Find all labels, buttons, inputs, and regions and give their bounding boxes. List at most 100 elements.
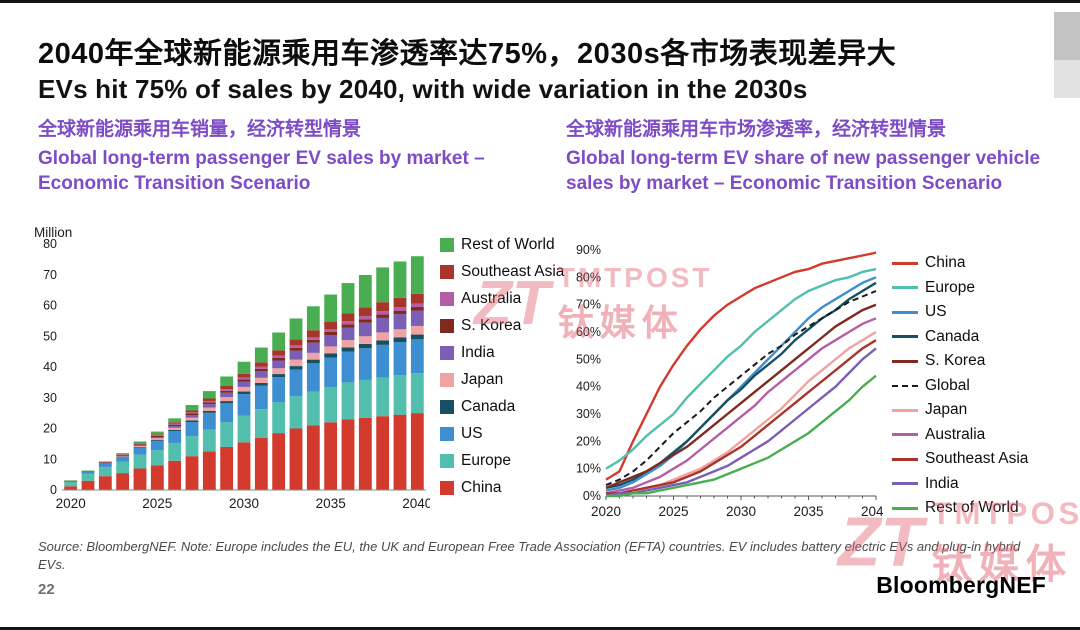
ev-share-line-chart: 0% 10% 20% 30% 40% 50% 60% 70% 80% 90% 2020 2025 203… [576,243,884,519]
legend-line-swatch-icon [892,335,918,338]
legend-label: S. Korea [925,352,986,369]
legend-swatch-icon [440,346,454,360]
ev-sales-legend: Rest of World Southeast Asia Australia S. K… [440,224,564,512]
svg-text:20: 20 [43,422,57,436]
svg-text:20%: 20% [576,434,601,448]
line-series-us [605,276,877,492]
svg-text:0: 0 [50,483,57,497]
legend-item-canada: Canada [440,398,564,416]
svg-text:40: 40 [43,360,57,374]
legend-item-us: US [440,425,564,443]
scrollbar-thumb[interactable] [1054,12,1080,60]
left-chart-subtitle-en: Global long-term passenger EV sales by m… [38,147,485,194]
title-block: 2040年全球新能源乘用车渗透率达75%，2030s各市场表现差异大 EVs h… [38,36,1018,105]
scrollbar-track [1054,60,1080,98]
legend-item-s-korea: S. Korea [892,352,1028,370]
svg-text:90%: 90% [576,243,601,257]
right-chart-subtitle: 全球新能源乘用车市场渗透率，经济转型情景 Global long-term EV… [566,118,1052,196]
svg-text:2025: 2025 [142,496,172,511]
ev-share-legend: China Europe US Canada S. Korea Global Japan Au… [892,238,1028,524]
legend-item-japan: Japan [440,371,564,389]
svg-text:2040: 2040 [861,504,884,519]
legend-swatch-icon [440,454,454,468]
bar-series-canada [64,334,424,482]
line-series-india [605,347,877,498]
legend-label: Global [925,376,970,394]
bar-series-us [64,339,424,482]
svg-text:60%: 60% [576,325,601,339]
svg-text:2035: 2035 [793,504,823,519]
legend-label: India [925,474,959,492]
bloombergnef-logo: BloombergNEF [876,572,1046,598]
legend-item-japan: Japan [892,401,1028,419]
bar-series-southeast-asia [64,293,424,481]
line-series-southeast-asia [606,339,877,495]
legend-item-india: India [440,344,564,362]
left-chart-subtitle: 全球新能源乘用车销量，经济转型情景 Global long-term passe… [38,118,543,196]
bar-series-rest-of-world [64,256,424,481]
legend-label: China [925,254,966,271]
line-series-rest-of-world [606,374,877,498]
svg-text:2020: 2020 [56,496,86,511]
svg-text:40%: 40% [576,380,601,394]
legend-swatch-icon [440,481,454,495]
svg-text:60: 60 [43,299,57,313]
legend-item-southeast-asia: Southeast Asia [892,450,1028,468]
left-chart-subtitle-zh: 全球新能源乘用车销量，经济转型情景 [38,119,362,140]
slide-title-en: EVs hit 75% of sales by 2040, with wide … [38,74,808,105]
svg-text:2020: 2020 [591,504,621,519]
legend-line-swatch-icon [892,506,918,510]
slide-title-zh: 2040年全球新能源乘用车渗透率达75%，2030s各市场表现差异大 [38,38,897,70]
legend-swatch-icon [440,238,454,252]
legend-item-europe: Europe [892,279,1028,297]
svg-text:2030: 2030 [726,504,756,519]
right-chart-subtitle-en: Global long-term EV share of new passeng… [566,147,1041,194]
legend-item-australia: Australia [892,426,1028,444]
legend-label: Southeast Asia [925,450,1029,467]
legend-line-swatch-icon [892,310,918,314]
legend-label: Japan [925,401,968,418]
bar-series-india [64,310,424,482]
legend-label: Southeast Asia [461,263,565,280]
svg-text:50: 50 [43,329,57,343]
svg-text:50%: 50% [576,352,601,366]
legend-swatch-icon [440,400,454,414]
legend-swatch-icon [440,265,454,279]
legend-item-australia: Australia [440,290,564,308]
right-chart-subtitle-zh: 全球新能源乘用车市场渗透率，经济转型情景 [566,119,947,140]
legend-label: Europe [925,278,975,296]
svg-text:Million: Million [34,225,72,240]
line-series-s-korea [605,303,877,489]
line-series-europe [605,267,877,470]
bottom-border-line [0,627,1080,630]
legend-item-china: China [440,479,564,497]
legend-line-swatch-icon [892,286,918,289]
top-border-line [0,0,1080,3]
legend-swatch-icon [440,319,454,333]
source-note: Source: BloombergNEF. Note: Europe inclu… [38,539,1021,572]
legend-label: India [461,344,495,361]
svg-text:80%: 80% [576,270,601,284]
svg-text:30: 30 [43,391,57,405]
legend-swatch-icon [440,373,454,387]
legend-item-canada: Canada [892,328,1028,346]
svg-text:10%: 10% [576,462,601,476]
legend-item-rest-of-world: Rest of World [440,236,564,254]
legend-swatch-icon [440,427,454,441]
legend-item-europe: Europe [440,452,564,470]
legend-item-india: India [892,475,1028,493]
legend-label: Rest of World [461,236,555,253]
line-series-global [605,290,877,487]
svg-text:2025: 2025 [658,504,688,519]
legend-line-swatch-icon [892,384,918,387]
legend-label: Canada [925,327,980,345]
legend-item-s-korea: S. Korea [440,317,564,335]
legend-label: Rest of World [925,499,1019,516]
svg-text:70: 70 [43,268,57,282]
legend-label: Australia [461,290,522,307]
svg-text:0%: 0% [583,489,601,503]
ev-sales-chart-panel: Million 0 10 20 30 40 50 60 70 80 2020 2025 2030 2035… [32,224,564,512]
legend-item-us: US [892,303,1028,321]
legend-label: Japan [461,371,504,388]
